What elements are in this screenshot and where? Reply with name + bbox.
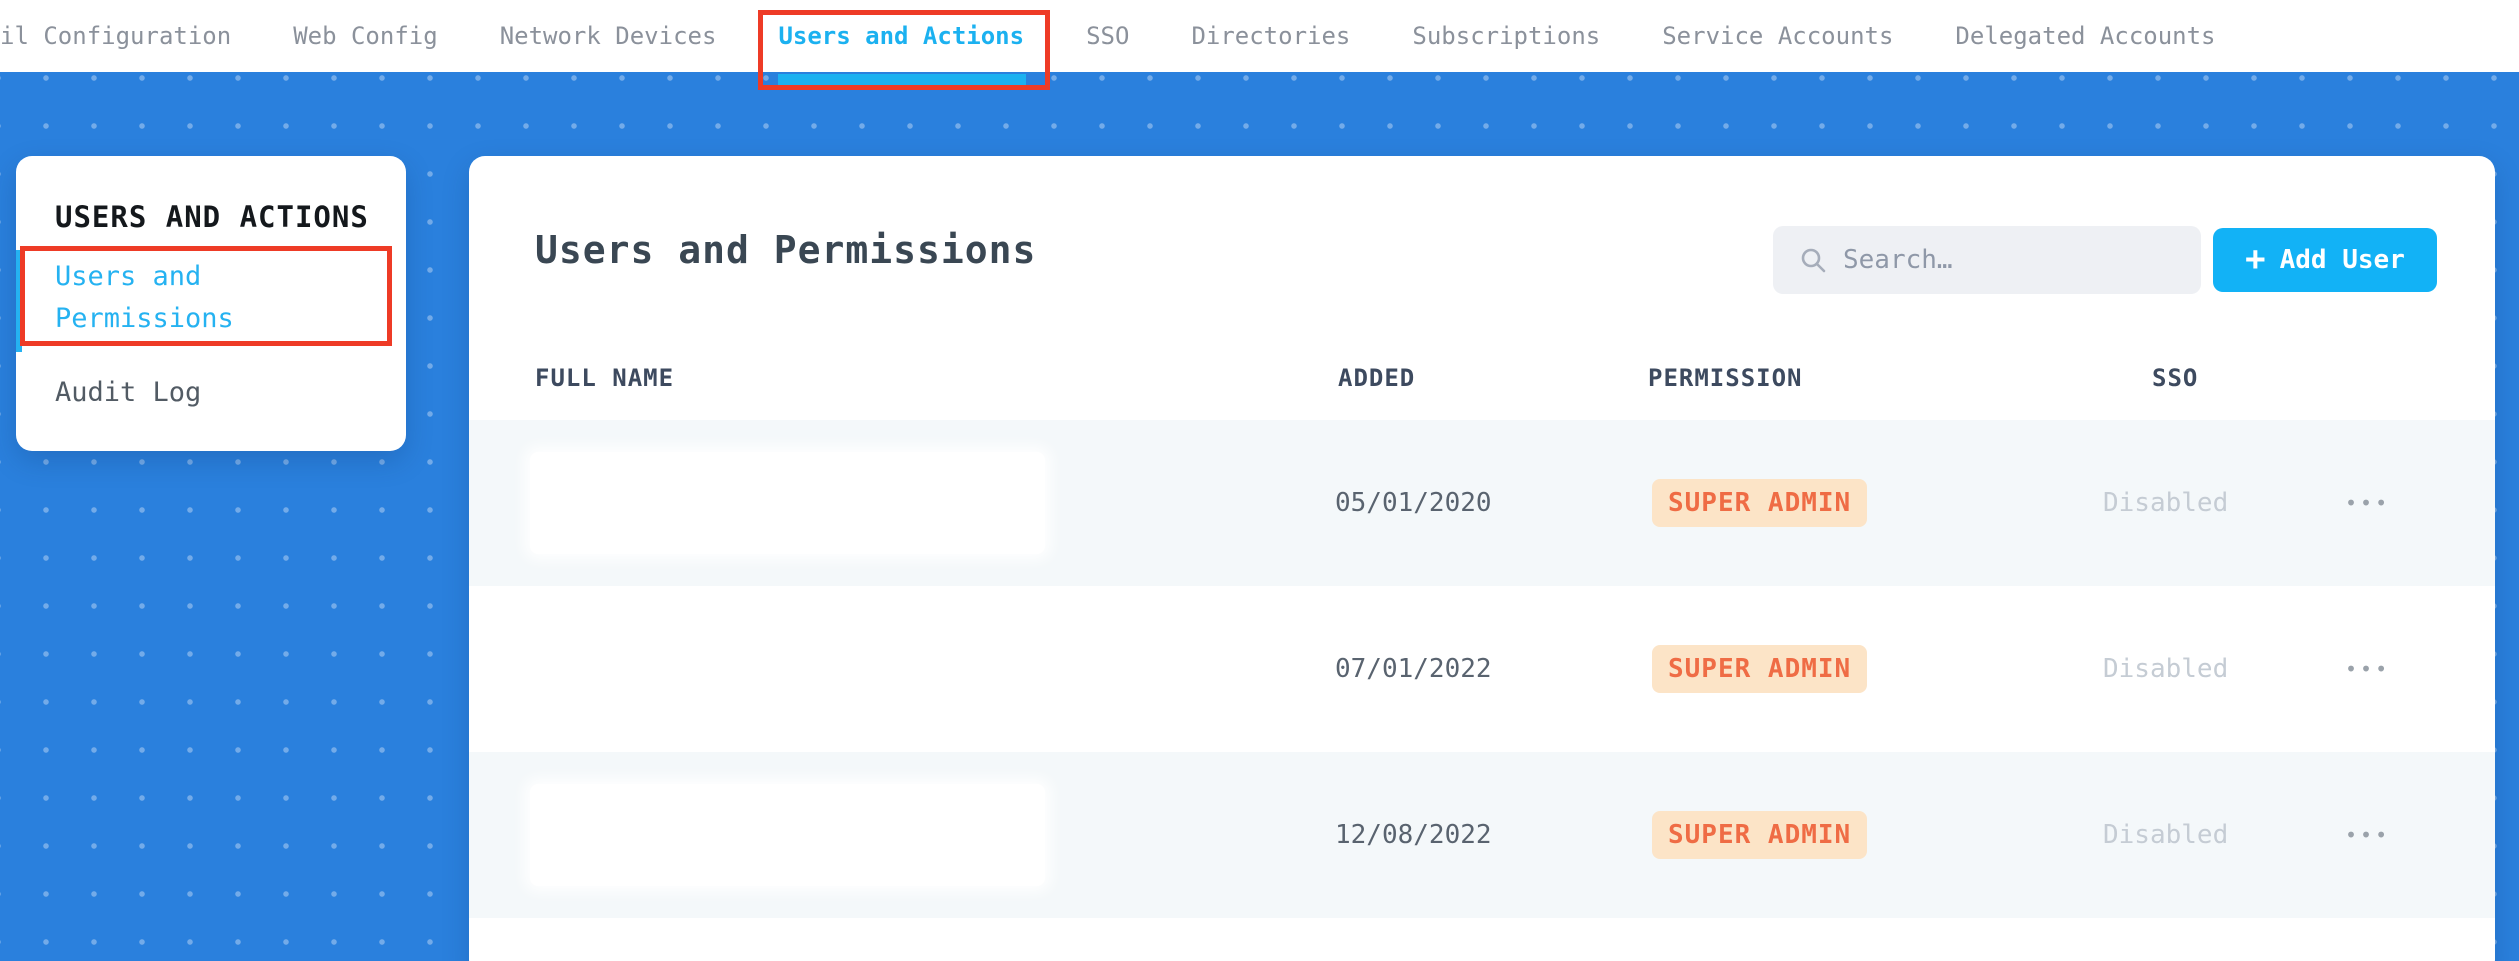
redacted-full-name xyxy=(530,784,1045,886)
added-date: 05/01/2020 xyxy=(1335,488,1492,518)
table-row: 12/08/2022 SUPER ADMIN Disabled ••• xyxy=(469,752,2495,918)
main-card: Users and Permissions + Add User FULL NA… xyxy=(469,156,2495,961)
nav-tab-users-and-actions[interactable]: Users and Actions xyxy=(778,22,1025,50)
search-box[interactable] xyxy=(1773,226,2201,294)
permission-badge: SUPER ADMIN xyxy=(1652,479,1868,527)
search-input[interactable] xyxy=(1843,245,2173,275)
column-header-added: ADDED xyxy=(1338,364,1416,392)
column-header-permission: PERMISSION xyxy=(1648,364,1803,392)
sso-status: Disabled xyxy=(2103,488,2229,518)
added-date: 07/01/2022 xyxy=(1335,654,1492,684)
add-user-label: Add User xyxy=(2279,245,2405,275)
column-header-full-name: FULL NAME xyxy=(535,364,675,392)
row-actions-ellipsis-icon[interactable]: ••• xyxy=(2345,823,2391,847)
active-item-indicator xyxy=(16,250,22,352)
row-actions-ellipsis-icon[interactable]: ••• xyxy=(2345,491,2391,515)
redacted-full-name xyxy=(530,452,1045,554)
table-row: 05/01/2020 SUPER ADMIN Disabled ••• xyxy=(469,420,2495,586)
nav-tab-sso[interactable]: SSO xyxy=(1086,22,1130,50)
top-nav: il Configuration Web Config Network Devi… xyxy=(0,0,2519,72)
table-header: FULL NAME ADDED PERMISSION SSO xyxy=(469,364,2495,404)
sso-status: Disabled xyxy=(2103,654,2229,684)
nav-tab-web-config[interactable]: Web Config xyxy=(293,22,438,50)
sidebar-card: USERS AND ACTIONS Users and Permissions … xyxy=(16,156,406,451)
sidebar-item-audit-log[interactable]: Audit Log xyxy=(55,377,202,408)
nav-tab-directories[interactable]: Directories xyxy=(1191,22,1351,50)
nav-tab-il-configuration[interactable]: il Configuration xyxy=(0,22,232,50)
added-date: 12/08/2022 xyxy=(1335,820,1492,850)
permission-badge: SUPER ADMIN xyxy=(1652,645,1868,693)
content-background: USERS AND ACTIONS Users and Permissions … xyxy=(0,72,2519,961)
sidebar-title: USERS AND ACTIONS xyxy=(55,200,369,234)
nav-tab-service-accounts[interactable]: Service Accounts xyxy=(1662,22,1894,50)
row-actions-ellipsis-icon[interactable]: ••• xyxy=(2345,657,2391,681)
page-title: Users and Permissions xyxy=(535,228,1037,272)
nav-tab-delegated-accounts[interactable]: Delegated Accounts xyxy=(1955,22,2216,50)
sidebar-item-users-and-permissions[interactable]: Users and Permissions xyxy=(55,261,234,334)
nav-tab-subscriptions[interactable]: Subscriptions xyxy=(1412,22,1601,50)
nav-tab-network-devices[interactable]: Network Devices xyxy=(499,22,717,50)
add-user-button[interactable]: + Add User xyxy=(2213,228,2437,292)
column-header-sso: SSO xyxy=(2152,364,2199,392)
sso-status: Disabled xyxy=(2103,820,2229,850)
redacted-full-name xyxy=(530,618,1045,720)
plus-icon: + xyxy=(2245,238,2266,279)
active-tab-underline xyxy=(778,74,1026,86)
permission-badge: SUPER ADMIN xyxy=(1652,811,1868,859)
search-icon xyxy=(1801,248,1826,273)
table-row: 07/01/2022 SUPER ADMIN Disabled ••• xyxy=(469,586,2495,752)
